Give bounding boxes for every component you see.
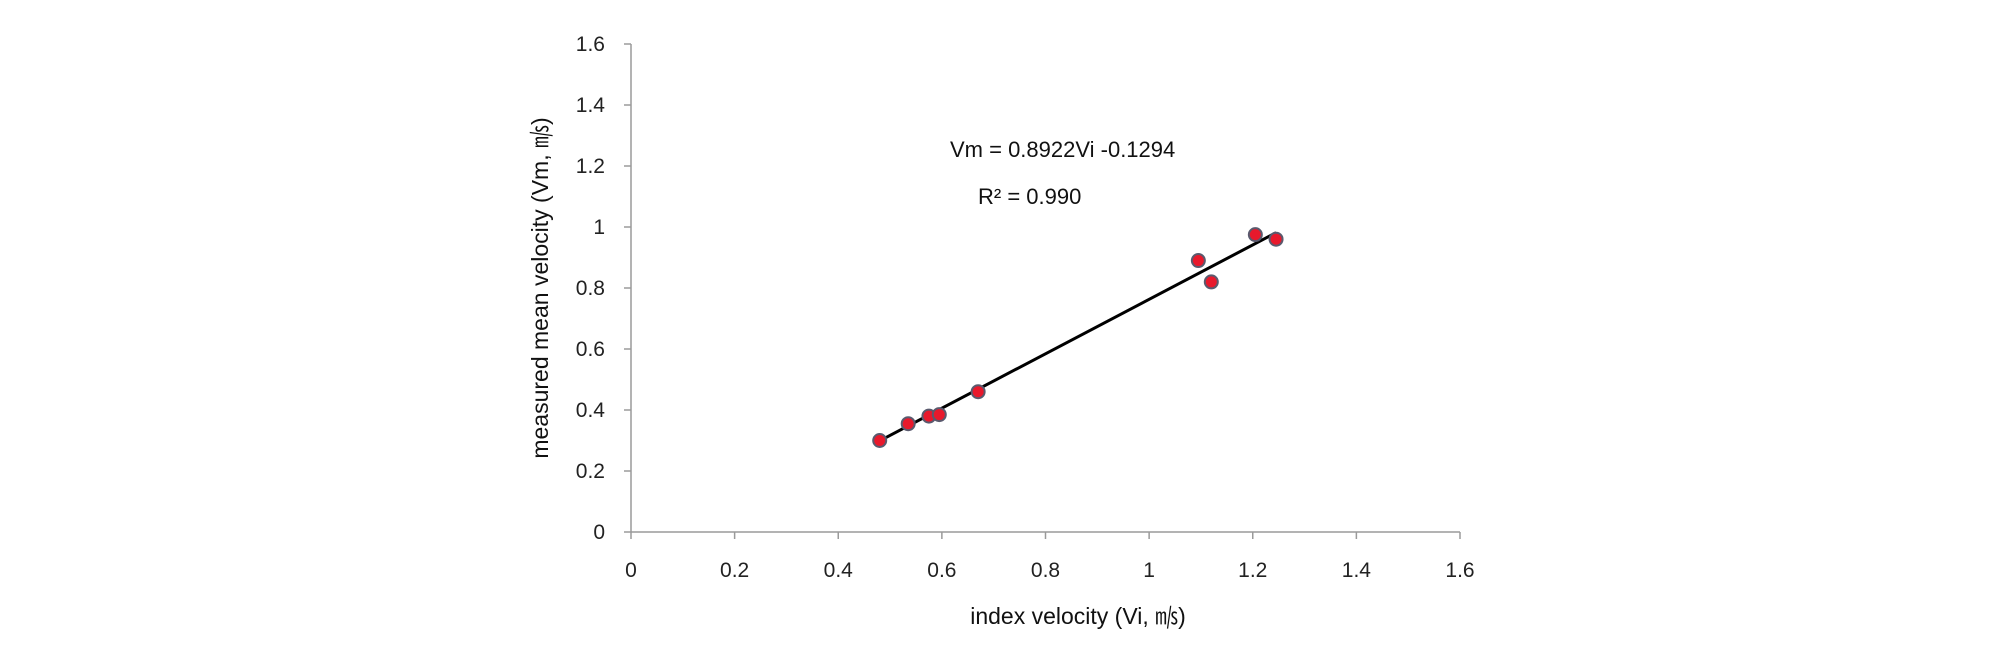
y-tick-label: 1.2: [576, 155, 605, 178]
y-tick-label: 0.6: [576, 338, 605, 361]
x-tick-label: 0: [625, 559, 637, 582]
data-point: [900, 416, 916, 432]
y-tick-label: 0: [593, 521, 605, 544]
data-point: [1268, 231, 1284, 247]
equation-annotation: Vm = 0.8922Vi -0.1294: [950, 137, 1175, 162]
data-point: [931, 407, 947, 423]
y-tick-label: 0.8: [576, 277, 605, 300]
y-axis-title: measured mean velocity (Vm, ㎧): [527, 117, 553, 458]
x-tick-label: 1: [1143, 559, 1155, 582]
x-tick-label: 0.6: [927, 559, 956, 582]
y-ticks: 0 0.2 0.4 0.6 0.8 1 1.2 1.4 1.6: [576, 33, 631, 544]
x-tick-label: 0.4: [824, 559, 854, 582]
data-point: [1203, 274, 1219, 290]
axes: 0 0.2 0.4 0.6 0.8 1 1.2 1.4 1.6 0 0.2 0.4 0.6 0.8 1 1.…: [576, 33, 1475, 582]
y-tick-label: 1.6: [576, 33, 605, 56]
r-squared-annotation: R² = 0.990: [978, 184, 1081, 209]
x-tick-label: 1.4: [1342, 559, 1372, 582]
data-point: [1190, 253, 1206, 269]
x-axis-title: index velocity (Vi, ㎧): [970, 603, 1186, 629]
trendline: [879, 231, 1277, 443]
y-tick-label: 0.2: [576, 460, 605, 483]
x-tick-label: 1.6: [1445, 559, 1474, 582]
y-tick-label: 1.4: [576, 94, 606, 117]
x-ticks: 0 0.2 0.4 0.6 0.8 1 1.2 1.4 1.6: [625, 532, 1475, 582]
data-point: [1247, 227, 1263, 243]
data-point: [872, 433, 888, 448]
data-points: [872, 227, 1284, 448]
x-tick-label: 0.2: [720, 559, 749, 582]
data-point: [970, 384, 986, 400]
x-tick-label: 1.2: [1238, 559, 1267, 582]
x-tick-label: 0.8: [1031, 559, 1060, 582]
y-tick-label: 1: [593, 216, 605, 239]
y-tick-label: 0.4: [576, 399, 606, 422]
